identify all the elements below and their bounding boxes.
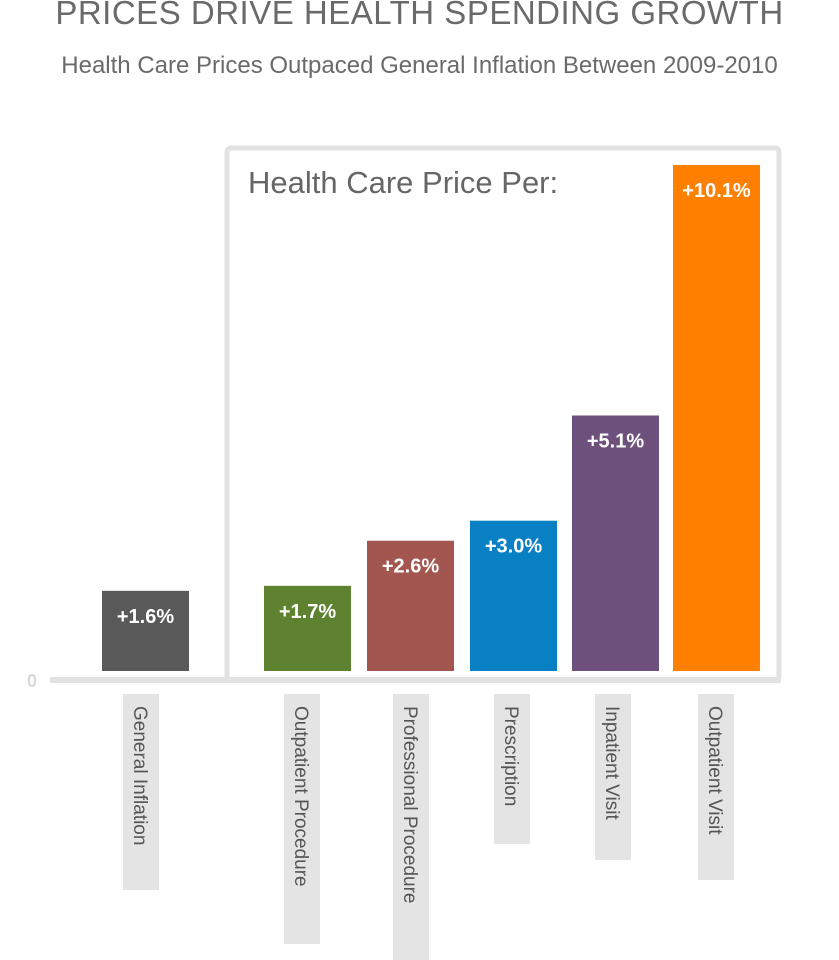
zero-label: 0 (27, 671, 37, 691)
bar-inpatient-visit (572, 415, 659, 671)
category-label-box-outpatient-visit (698, 694, 734, 880)
value-label-outpatient-visit: +10.1% (682, 180, 751, 202)
category-label-outpatient-procedure: Outpatient Procedure (290, 706, 311, 887)
category-label-box-prescription (494, 694, 530, 844)
category-label-box-inpatient-visit (595, 694, 631, 860)
bars-group: +1.6% +1.7% +2.6% +3.0% +5.1% +10.1% (102, 165, 760, 671)
category-label-outpatient-visit: Outpatient Visit (704, 706, 725, 835)
value-label-general-inflation: +1.6% (117, 606, 174, 628)
bar-outpatient-visit (673, 165, 760, 671)
group-label: Health Care Price Per: (248, 165, 558, 200)
category-label-box-outpatient-procedure (284, 694, 320, 944)
bar-professional-procedure (367, 540, 454, 671)
bar-prescription (470, 520, 557, 671)
category-label-box-professional-procedure (393, 694, 429, 960)
value-label-prescription: +3.0% (485, 536, 542, 558)
bar-outpatient-procedure (264, 585, 351, 671)
category-label-professional-procedure: Professional Procedure (399, 706, 420, 904)
category-labels-group: General Inflation Outpatient Procedure Pro… (123, 694, 734, 960)
category-label-inpatient-visit: Inpatient Visit (601, 706, 622, 820)
chart-subtitle: Health Care Prices Outpaced General Infl… (61, 52, 778, 79)
category-label-prescription: Prescription (500, 706, 521, 806)
value-label-outpatient-procedure: +1.7% (279, 601, 336, 623)
category-label-general-inflation: General Inflation (129, 706, 150, 845)
value-label-inpatient-visit: +5.1% (587, 430, 644, 452)
bar-general-inflation (102, 590, 189, 671)
value-label-professional-procedure: +2.6% (382, 556, 439, 578)
chart-title: PRICES DRIVE HEALTH SPENDING GROWTH (55, 0, 784, 31)
category-label-box-general-inflation (123, 694, 159, 890)
